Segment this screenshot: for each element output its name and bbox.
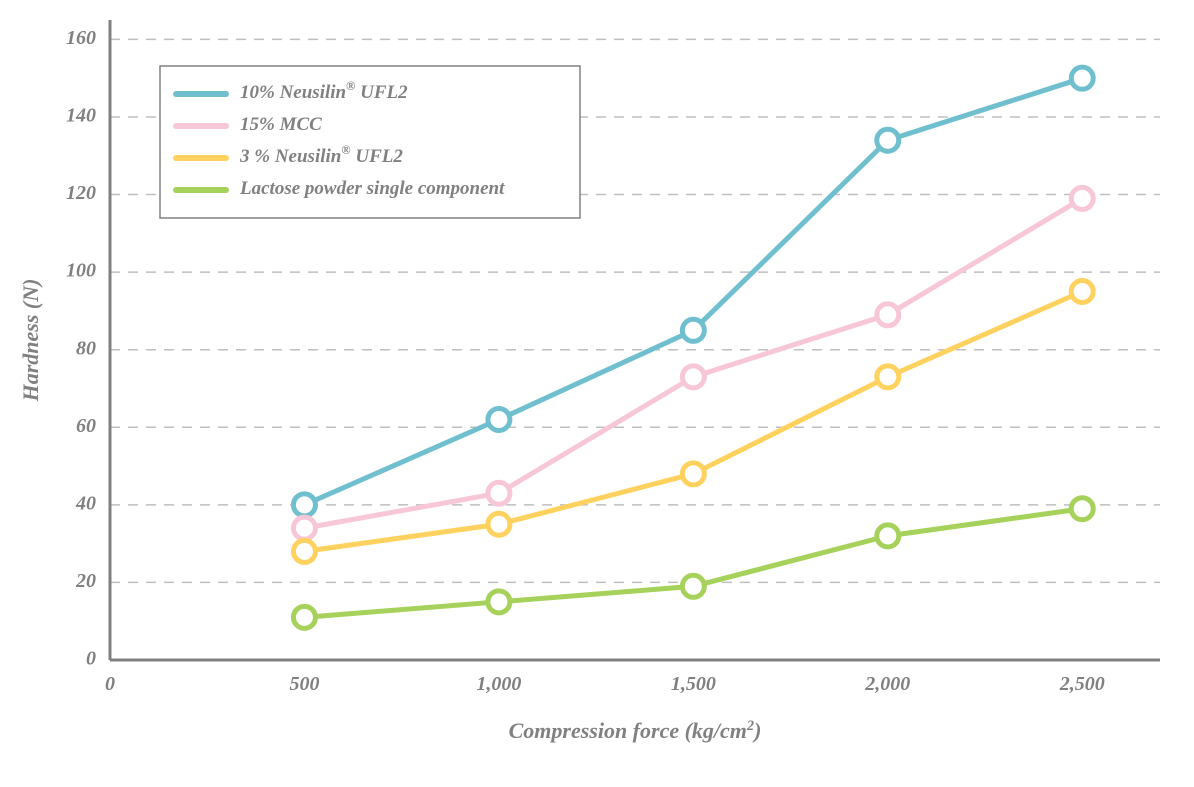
series-marker-neusilin3 [877, 366, 899, 388]
series-marker-lactose [488, 591, 510, 613]
series-marker-lactose [1071, 498, 1093, 520]
y-tick-label: 160 [66, 27, 96, 49]
x-tick-label: 0 [105, 673, 115, 695]
legend-label-neusilin3: 3 % Neusilin® UFL2 [239, 143, 403, 168]
y-tick-label: 40 [75, 492, 96, 514]
legend-label-lactose: Lactose powder single component [239, 178, 505, 199]
series-marker-mcc15 [1071, 187, 1093, 209]
x-tick-label: 1,500 [671, 673, 716, 695]
hardness-vs-compression-chart: 0 20 40 60 80 100 120 140 160 0 500 1,000 1,500 2,000… [0, 0, 1194, 787]
x-tick-label: 2,500 [1059, 673, 1105, 695]
series-marker-lactose [682, 575, 704, 597]
y-tick-label: 60 [76, 415, 96, 437]
series-marker-lactose [293, 606, 315, 628]
series-marker-neusilin10 [682, 319, 704, 341]
series-marker-mcc15 [877, 304, 899, 326]
series-line-lactose [304, 509, 1082, 618]
chart-svg: 0 20 40 60 80 100 120 140 160 0 500 1,000 1,500 2,000… [0, 0, 1194, 787]
y-tick-label: 140 [66, 105, 96, 127]
x-tick-label: 1,000 [476, 673, 521, 695]
legend-label-neusilin10: 10% Neusilin® UFL2 [240, 79, 408, 104]
x-tick-label: 500 [289, 673, 319, 695]
series-marker-neusilin10 [877, 129, 899, 151]
y-tick-label: 20 [75, 570, 96, 592]
y-tick-label: 100 [66, 260, 96, 282]
y-tick-label: 0 [86, 648, 96, 670]
legend-label-mcc15: 15% MCC [240, 114, 322, 135]
series-marker-neusilin3 [293, 540, 315, 562]
series-marker-mcc15 [682, 366, 704, 388]
series-marker-mcc15 [293, 517, 315, 539]
series-marker-lactose [877, 525, 899, 547]
series-marker-neusilin3 [1071, 281, 1093, 303]
x-tick-label: 2,000 [864, 673, 910, 695]
y-tick-label: 80 [76, 337, 96, 359]
series-marker-neusilin10 [293, 494, 315, 516]
series-marker-neusilin10 [1071, 67, 1093, 89]
y-axis-label: Hardness (N) [18, 279, 43, 403]
x-axis-label: Compression force (kg/cm2) [509, 718, 762, 743]
series-marker-neusilin3 [682, 463, 704, 485]
series-marker-neusilin3 [488, 513, 510, 535]
y-tick-label: 120 [66, 182, 96, 204]
series-marker-neusilin10 [488, 409, 510, 431]
series-marker-mcc15 [488, 482, 510, 504]
